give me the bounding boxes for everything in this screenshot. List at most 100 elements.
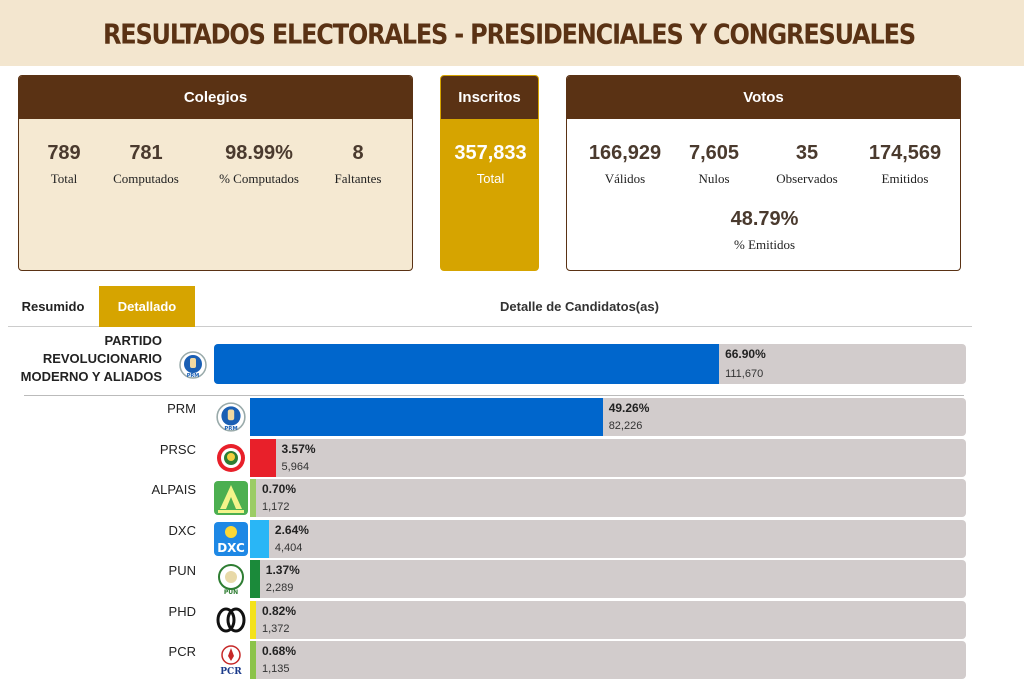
party-code: PRM	[167, 401, 196, 416]
prm-logo-icon: PRM	[214, 400, 248, 434]
inscritos-total-value: 357,833	[454, 142, 527, 164]
inscritos-total-label: Total	[476, 171, 505, 186]
colegios-computados-value: 781	[129, 142, 163, 164]
colegios-total-value: 789	[47, 142, 81, 164]
party-row[interactable]: PHD 0.82% 1,372	[0, 600, 1024, 639]
party-votes: 4,404	[274, 541, 303, 554]
colegios-card: Colegios 789 Total 781 Computados 98.99%…	[18, 75, 413, 271]
colegios-faltantes-value: 8	[352, 142, 364, 164]
svg-text:PRM: PRM	[224, 426, 237, 432]
colegios-total-stat: 789 Total	[31, 142, 97, 187]
party-bar-fill	[250, 398, 603, 436]
votos-observados-label: Observados	[776, 171, 838, 186]
alliance-votes: 111,670	[725, 368, 764, 380]
party-pct: 49.26%	[608, 401, 650, 415]
prsc-logo-icon	[214, 440, 248, 475]
results-tabs: Resumido Detallado Detalle de Candidatos…	[8, 286, 972, 327]
votos-card: Votos 166,929 Válidos 7,605 Nulos 35 Obs…	[566, 75, 961, 271]
tab-resumido[interactable]: Resumido	[21, 299, 85, 314]
party-bar-fill	[250, 519, 269, 558]
svg-text:PCR: PCR	[220, 667, 242, 677]
party-bar-track: 0.68% 1,135	[250, 641, 966, 679]
party-bar-track: 3.57% 5,964	[250, 438, 966, 477]
party-votes: 1,372	[262, 622, 290, 635]
alliance-bar-fill	[214, 344, 720, 384]
party-votes: 82,226	[608, 420, 643, 432]
votos-nulos-value: 7,605	[688, 142, 740, 164]
party-row[interactable]: DXC DXC 2.64% 4,404	[0, 519, 1024, 558]
inscritos-card-title: Inscritos	[441, 76, 538, 119]
party-code: DXC	[168, 522, 196, 538]
party-pct: 2.64%	[274, 522, 309, 537]
votos-validos-value: 166,929	[588, 142, 662, 164]
party-bar-fill	[250, 560, 260, 598]
party-bar-track: 0.82% 1,372	[250, 600, 966, 639]
alliance-row[interactable]: PARTIDO REVOLUCIONARIO MODERNO Y ALIADOS…	[0, 332, 1024, 396]
tab-detallado[interactable]: Detallado	[99, 286, 195, 327]
party-bar-track: 49.26% 82,226	[250, 398, 966, 436]
party-bar-fill	[250, 438, 276, 477]
votos-card-title: Votos	[567, 76, 960, 119]
votos-validos-label: Válidos	[604, 171, 646, 186]
dxc-logo-icon: DXC	[214, 521, 248, 556]
detail-title: Detalle de Candidatos(as)	[500, 299, 659, 314]
party-row[interactable]: PRSC 3.57% 5,964	[0, 438, 1024, 477]
colegios-computados-stat: 781 Computados	[101, 142, 191, 187]
votos-emitidos-stat: 174,569 Emitidos	[863, 142, 947, 187]
party-row[interactable]: PCR PCR 0.68% 1,135	[0, 641, 1024, 679]
party-votes: 2,289	[265, 582, 294, 594]
votos-emitidos-label: Emitidos	[881, 171, 929, 186]
alliance-name-line: MODERNO Y ALIADOS	[20, 369, 162, 384]
party-pct: 0.68%	[262, 644, 297, 658]
party-pct: 0.70%	[262, 482, 297, 496]
votos-nulos-stat: 7,605 Nulos	[679, 142, 749, 187]
party-code: PHD	[168, 603, 196, 619]
pun-logo-icon: PUN	[214, 562, 248, 596]
header-bar: RESULTADOS ELECTORALES - PRESIDENCIALES …	[0, 0, 1024, 66]
colegios-pct-label: % Computados	[219, 171, 299, 186]
page-title: RESULTADOS ELECTORALES - PRESIDENCIALES …	[103, 18, 916, 51]
party-pct: 0.82%	[262, 603, 297, 618]
party-votes: 5,964	[281, 460, 310, 473]
alliance-name: PARTIDO REVOLUCIONARIO MODERNO Y ALIADOS	[10, 332, 162, 386]
party-bar-fill	[250, 479, 256, 517]
alliance-pct: 66.90%	[725, 347, 766, 361]
party-row[interactable]: ALPAIS 0.70% 1,172	[0, 479, 1024, 517]
votos-observados-value: 35	[795, 142, 819, 164]
phd-logo-icon	[214, 602, 248, 637]
party-row[interactable]: PRM PRM 49.26% 82,226	[0, 398, 1024, 436]
colegios-computados-label: Computados	[113, 171, 179, 186]
colegios-card-title: Colegios	[19, 76, 412, 119]
votos-emitidos-pct-value: 48.79%	[730, 208, 799, 230]
alliance-bar-track: 66.90% 111,670	[214, 344, 966, 384]
colegios-total-label: Total	[50, 171, 78, 186]
alliance-name-line: REVOLUCIONARIO	[42, 351, 162, 366]
party-bar-track: 1.37% 2,289	[250, 560, 966, 598]
svg-text:PRM: PRM	[187, 373, 200, 379]
prm-logo-icon: PRM	[176, 348, 210, 382]
svg-text:DXC: DXC	[217, 541, 245, 555]
party-code: PUN	[168, 563, 196, 578]
colegios-faltantes-label: Faltantes	[334, 171, 382, 186]
party-code: ALPAIS	[151, 482, 196, 497]
colegios-pct-stat: 98.99% % Computados	[204, 142, 314, 187]
party-code: PRSC	[159, 441, 196, 457]
votos-emitidos-value: 174,569	[868, 142, 942, 164]
votos-nulos-label: Nulos	[698, 171, 730, 186]
party-pct: 1.37%	[265, 563, 300, 577]
votos-emitidos-pct-stat: 48.79% % Emitidos	[707, 208, 822, 253]
party-pct: 3.57%	[281, 441, 316, 456]
party-row[interactable]: PUN PUN 1.37% 2,289	[0, 560, 1024, 598]
party-bar-track: 0.70% 1,172	[250, 479, 966, 517]
colegios-faltantes-stat: 8 Faltantes	[323, 142, 393, 187]
party-votes: 1,135	[262, 663, 290, 675]
votos-emitidos-pct-label: % Emitidos	[733, 237, 796, 252]
colegios-pct-value: 98.99%	[225, 142, 293, 164]
votos-observados-stat: 35 Observados	[762, 142, 852, 187]
alpais-logo-icon	[214, 481, 248, 515]
inscritos-total-stat: 357,833 Total	[441, 142, 538, 186]
party-code: PCR	[168, 644, 196, 659]
votos-validos-stat: 166,929 Válidos	[585, 142, 665, 187]
party-bar-fill	[250, 641, 256, 679]
pcr-logo-icon: PCR	[214, 643, 248, 677]
